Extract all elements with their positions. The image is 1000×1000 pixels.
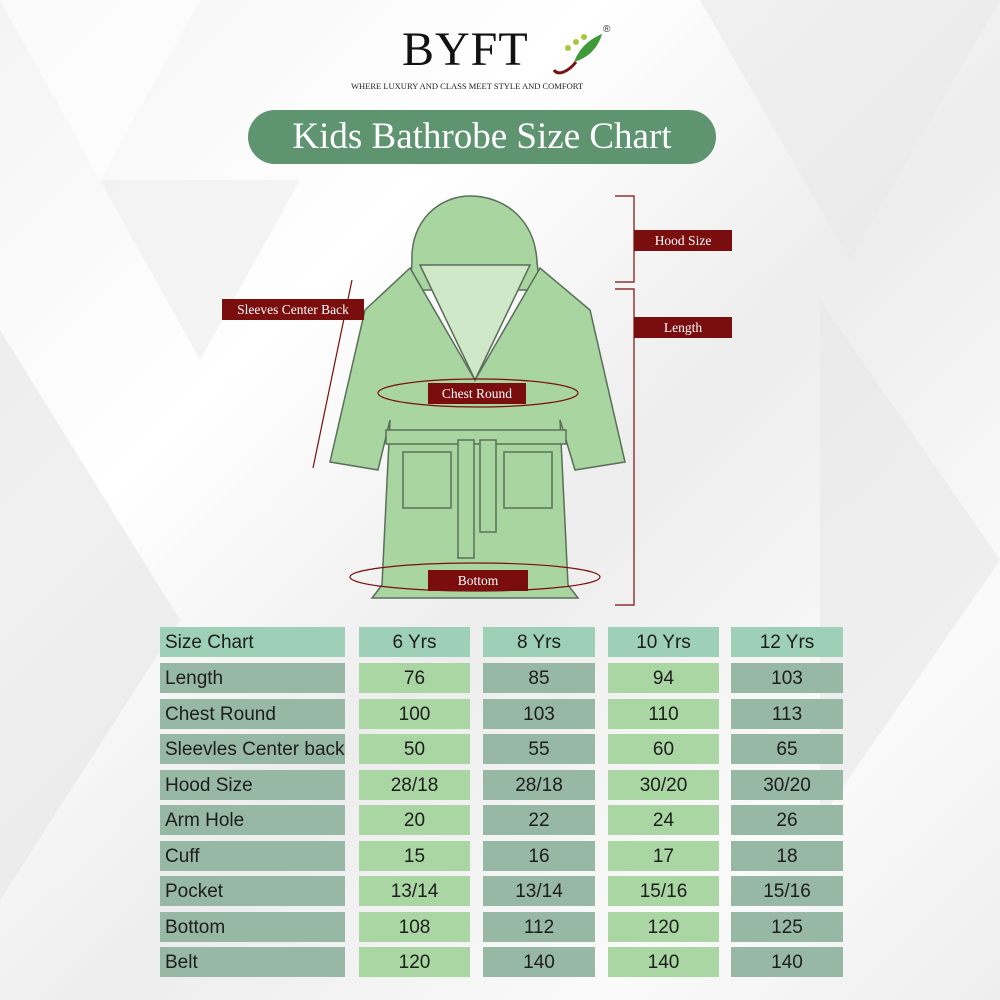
table-cell: 16 — [483, 840, 595, 871]
table-row-label: Length — [160, 663, 345, 693]
table-header-size: 12 Yrs — [731, 627, 843, 657]
table-cell: 60 — [608, 734, 719, 764]
table-cell: 13/14 — [359, 876, 470, 906]
table-cell: 15 — [359, 840, 470, 871]
table-cell: 76 — [359, 663, 470, 693]
table-cell: 113 — [731, 698, 843, 729]
table-header-label: Size Chart — [160, 627, 345, 657]
table-header-size: 8 Yrs — [483, 627, 595, 657]
table-cell: 26 — [731, 805, 843, 835]
label-sleeves: Sleeves Center Back — [222, 299, 364, 320]
brand-logo: BYFT — [402, 23, 529, 76]
table-header-size: 10 Yrs — [608, 627, 719, 657]
table-cell: 28/18 — [483, 769, 595, 800]
table-cell: 120 — [608, 911, 719, 942]
table-cell: 24 — [608, 805, 719, 835]
label-length: Length — [634, 317, 732, 338]
table-cell: 112 — [483, 911, 595, 942]
table-cell: 100 — [359, 698, 470, 729]
table-cell: 125 — [731, 911, 843, 942]
table-cell: 140 — [731, 947, 843, 977]
table-cell: 108 — [359, 911, 470, 942]
table-row-label: Chest Round — [160, 698, 345, 729]
table-cell: 30/20 — [608, 769, 719, 800]
label-hood-size: Hood Size — [634, 230, 732, 251]
table-cell: 65 — [731, 734, 843, 764]
table-cell: 120 — [359, 947, 470, 977]
table-row-label: Arm Hole — [160, 805, 345, 835]
table-cell: 18 — [731, 840, 843, 871]
registered-mark: ® — [603, 24, 611, 35]
table-cell: 22 — [483, 805, 595, 835]
label-bottom: Bottom — [428, 570, 528, 591]
table-cell: 30/20 — [731, 769, 843, 800]
table-cell: 94 — [608, 663, 719, 693]
table-cell: 17 — [608, 840, 719, 871]
table-cell: 103 — [731, 663, 843, 693]
table-cell: 15/16 — [731, 876, 843, 906]
brand-tagline: WHERE LUXURY AND CLASS MEET STYLE AND CO… — [351, 81, 584, 91]
label-chest-round: Chest Round — [428, 383, 526, 404]
bathrobe-diagram — [312, 195, 635, 606]
table-row-label: Pocket — [160, 876, 345, 906]
table-cell: 13/14 — [483, 876, 595, 906]
table-cell: 140 — [483, 947, 595, 977]
table-cell: 110 — [608, 698, 719, 729]
table-row-label: Hood Size — [160, 769, 345, 800]
table-row-label: Belt — [160, 947, 345, 977]
table-cell: 55 — [483, 734, 595, 764]
table-cell: 28/18 — [359, 769, 470, 800]
table-header-size: 6 Yrs — [359, 627, 470, 657]
table-row-label: Cuff — [160, 840, 345, 871]
leaf-logo-icon — [552, 34, 602, 75]
table-row-label: Bottom — [160, 911, 345, 942]
table-cell: 15/16 — [608, 876, 719, 906]
table-cell: 20 — [359, 805, 470, 835]
page-title: Kids Bathrobe Size Chart — [248, 110, 716, 164]
table-cell: 103 — [483, 698, 595, 729]
table-cell: 140 — [608, 947, 719, 977]
table-row-label: Sleevles Center back — [160, 734, 345, 764]
table-cell: 85 — [483, 663, 595, 693]
table-cell: 50 — [359, 734, 470, 764]
